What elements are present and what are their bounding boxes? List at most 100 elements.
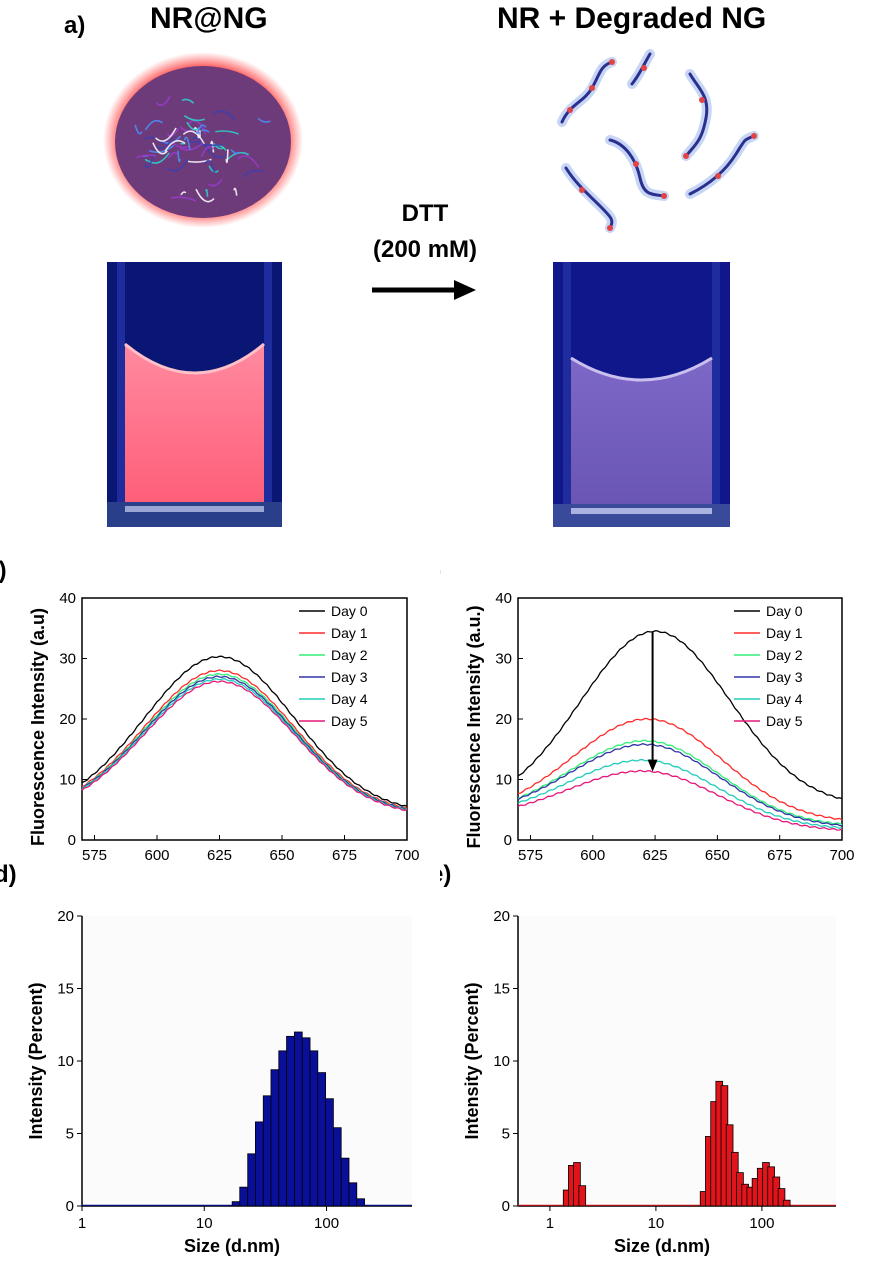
x-tick-label: 625 [643, 847, 668, 864]
gel-strand [192, 136, 203, 143]
chart-c: c) 575 600 625 650 675 700 0 10 20 30 40 Wavelength … [440, 557, 855, 868]
y-tick-label: 40 [495, 590, 512, 607]
gel-strand [179, 142, 203, 151]
histogram-bar [278, 1050, 288, 1207]
y-tick-label: 20 [59, 711, 76, 728]
y-tick-label: 20 [57, 908, 74, 925]
x-axis-title: Size (d.nm) [614, 1236, 710, 1256]
concentration-label: (200 mM) [372, 236, 478, 263]
gel-strand [144, 159, 149, 162]
y-tick-label: 15 [493, 981, 510, 998]
chart-d: d) 0 5 10 15 20 1 10 100 Size (d.nm) Intensity (Pe… [0, 861, 412, 1256]
legend-label: Day 2 [766, 647, 803, 663]
series-line-day-1 [81, 669, 408, 810]
x-tick-label: 675 [332, 847, 357, 864]
y-tick-label: 15 [57, 981, 74, 998]
gel-strand [166, 159, 189, 172]
x-tick-label: 700 [394, 847, 419, 864]
degraded-title: NR + Degraded NG [497, 2, 767, 35]
y-tick-label: 5 [66, 1126, 74, 1143]
y-axis-title: Intensity (Percent) [26, 982, 46, 1139]
gel-strand [201, 129, 210, 133]
histogram-bar [231, 1201, 241, 1207]
gel-strand [200, 146, 215, 157]
histogram-bar [356, 1198, 365, 1207]
y-tick-label: 0 [68, 832, 76, 849]
gel-strand [179, 126, 194, 132]
histogram-bar [348, 1182, 358, 1207]
gel-strand [134, 124, 143, 135]
legend-label: Day 5 [766, 713, 803, 729]
gel-strand [210, 140, 215, 153]
gel-strand [215, 130, 239, 135]
gel-strand [242, 169, 264, 178]
reaction-arrow [372, 280, 476, 300]
histogram-bar [578, 1185, 587, 1207]
gel-strand [196, 124, 207, 135]
cuvette-photo-before [107, 262, 282, 527]
legend-label: Day 2 [331, 647, 368, 663]
y-tick-label: 0 [66, 1198, 74, 1215]
y-tick-label: 20 [493, 908, 510, 925]
gel-strand [182, 130, 206, 145]
x-tick-label: 1 [78, 1215, 86, 1232]
gel-strand [136, 154, 156, 159]
gel-strand [195, 188, 215, 203]
gel-strand [154, 127, 177, 142]
gel-strand [143, 136, 164, 145]
series-line-day-5 [517, 769, 843, 831]
gel-strand [147, 152, 170, 164]
y-tick-label: 40 [59, 590, 76, 607]
series-line-day-4 [517, 759, 843, 829]
series-line-day-3 [517, 743, 843, 827]
x-tick-label: 100 [749, 1215, 774, 1232]
gel-strand [164, 140, 186, 152]
legend-label: Day 0 [331, 603, 368, 619]
cuvette-photo-after [553, 262, 730, 527]
y-tick-label: 0 [504, 832, 512, 849]
panel-letter: b) [0, 557, 7, 584]
gel-strand [166, 128, 179, 137]
gel-strand [171, 196, 197, 202]
gel-strand [167, 151, 178, 159]
plot-area [82, 916, 412, 1206]
gel-strand [183, 115, 205, 122]
x-tick-label: 600 [580, 847, 605, 864]
y-tick-label: 20 [495, 711, 512, 728]
histogram-bar [286, 1035, 295, 1207]
histogram-bar [309, 1050, 319, 1207]
histogram-bar [777, 1188, 786, 1207]
nr-at-ng-title: NR@NG [150, 2, 268, 35]
legend-label: Day 4 [331, 691, 368, 707]
legend-label: Day 3 [331, 669, 368, 685]
histogram-bar [317, 1072, 327, 1207]
histogram-bar [239, 1186, 248, 1207]
x-tick-label: 10 [196, 1215, 213, 1232]
gel-strand [144, 119, 164, 131]
gel-strand [213, 110, 236, 121]
legend-label: Day 5 [331, 713, 368, 729]
x-tick-label: 575 [518, 847, 543, 864]
y-tick-label: 30 [495, 651, 512, 668]
y-tick-label: 10 [495, 772, 512, 789]
panel-letter: d) [0, 861, 17, 888]
series-line-day-0 [517, 630, 843, 800]
legend-label: Day 3 [766, 669, 803, 685]
gel-strand [204, 159, 216, 174]
chart-b: b) 575 600 625 650 675 700 0 10 20 30 40 Wavelength … [0, 557, 420, 868]
x-tick-label: 600 [144, 847, 169, 864]
gel-strand [180, 191, 187, 196]
y-tick-label: 5 [502, 1126, 510, 1143]
x-axis-title: Wavelength (nm) [172, 866, 316, 868]
histogram-bar [255, 1121, 264, 1207]
y-tick-label: 10 [493, 1053, 510, 1070]
gel-strand [225, 149, 229, 164]
series-line-day-5 [81, 680, 408, 811]
gel-strand [208, 178, 223, 187]
chart-e: e) 0 5 10 15 20 1 10 100 Size (d.nm) Intensity (Pe… [440, 861, 836, 1256]
x-tick-label: 625 [207, 847, 232, 864]
panel-a-letter: a) [64, 12, 86, 39]
gel-strand [177, 150, 181, 163]
x-tick-label: 700 [829, 847, 854, 864]
legend-label: Day 4 [766, 691, 803, 707]
